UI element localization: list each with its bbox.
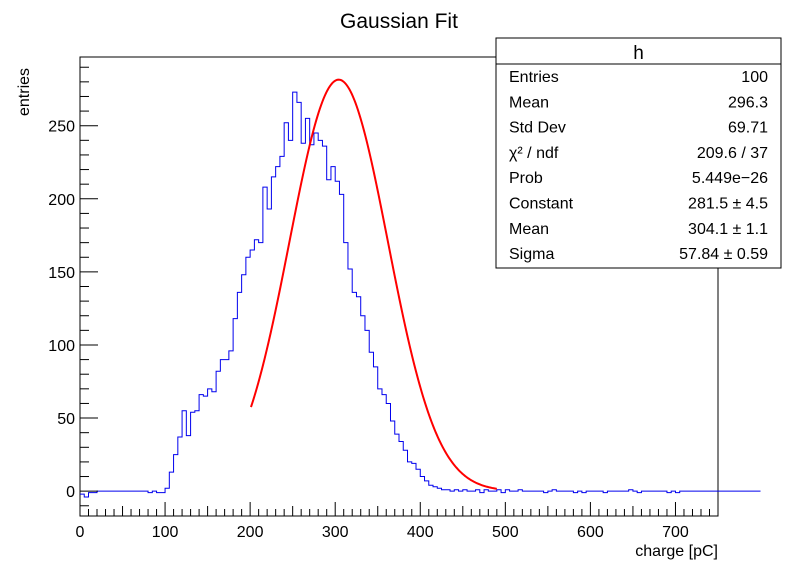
- y-tick-label: 100: [48, 338, 75, 355]
- stats-row-value: 57.84 ± 0.59: [679, 246, 768, 263]
- stats-box: h Entries 100 Mean 296.3 Std Dev 69.71 χ² / ndf…: [495, 37, 782, 269]
- y-tick-label: 50: [57, 411, 75, 428]
- stats-row-label: Constant: [509, 196, 574, 213]
- x-tick-label: 700: [662, 524, 689, 541]
- y-tick-label: 250: [48, 119, 75, 136]
- stats-row-value: 304.1 ± 1.1: [688, 221, 768, 238]
- stats-row-value: 100: [741, 69, 768, 86]
- stats-box-frame: [495, 37, 782, 269]
- x-tick-label: 600: [577, 524, 604, 541]
- stats-row-value: 69.71: [728, 120, 768, 137]
- y-tick-label: 200: [48, 192, 75, 209]
- x-tick-label: 100: [152, 524, 179, 541]
- y-tick-label: 150: [48, 265, 75, 282]
- stats-row-label: χ² / ndf: [509, 145, 559, 162]
- stats-row-label: Prob: [509, 170, 543, 187]
- plot-area: 0 100 200 300 400 500 600 700 0 50 100 150 200 250: [48, 56, 761, 541]
- stats-row-label: Mean: [509, 221, 549, 238]
- y-tick-label: 0: [66, 484, 75, 501]
- x-tick-label: 200: [237, 524, 264, 541]
- x-tick-label: 300: [322, 524, 349, 541]
- stats-row-label: Entries: [509, 69, 559, 86]
- stats-row-label: Sigma: [509, 246, 554, 263]
- stats-row-label: Mean: [509, 94, 549, 111]
- chart-title: Gaussian Fit: [340, 10, 458, 33]
- x-tick-label: 0: [76, 524, 85, 541]
- stats-row-value: 281.5 ± 4.5: [688, 196, 768, 213]
- gaussian-fit-curve: [250, 78, 497, 490]
- stats-row-value: 209.6 / 37: [697, 145, 768, 162]
- y-axis-label: entries: [16, 68, 33, 116]
- x-tick-label: 400: [407, 524, 434, 541]
- histogram-series: [80, 91, 761, 498]
- stats-row-label: Std Dev: [509, 120, 566, 137]
- stats-box-title: h: [633, 43, 644, 64]
- stats-row-value: 296.3: [728, 94, 768, 111]
- stats-row-value: 5.449e−26: [692, 170, 768, 187]
- x-tick-label: 500: [492, 524, 519, 541]
- x-axis-label: charge [pC]: [635, 543, 718, 560]
